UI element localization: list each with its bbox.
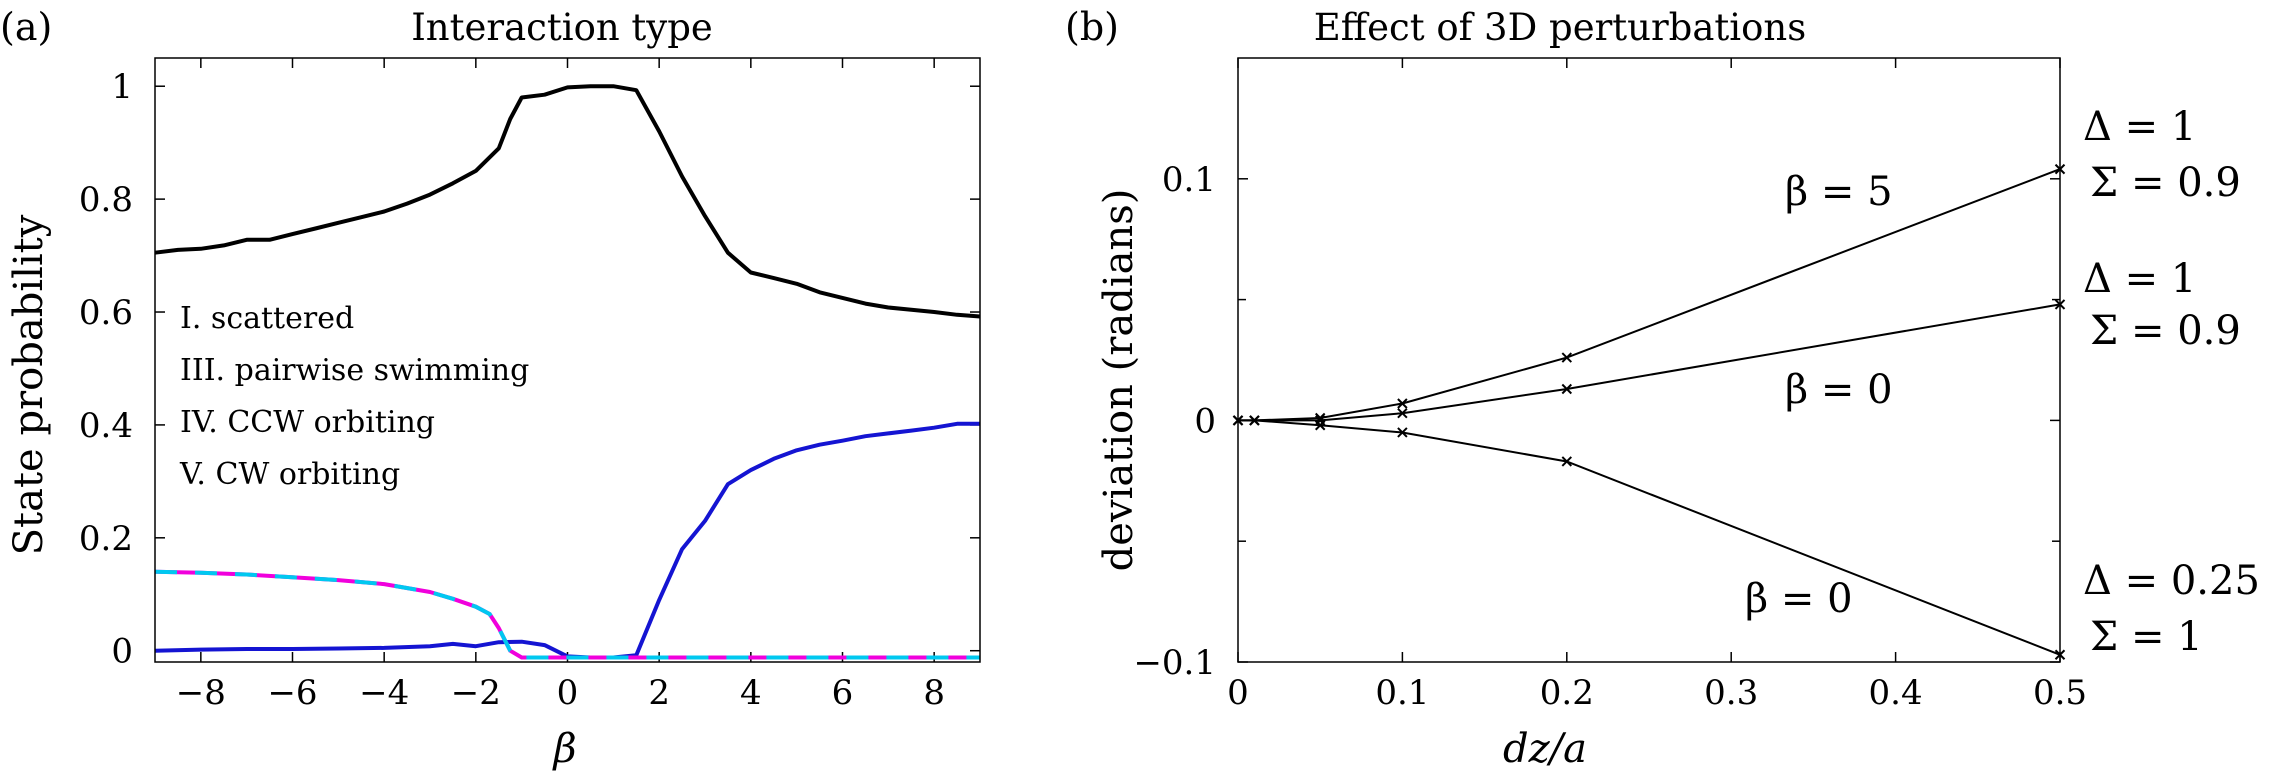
b-xtick-label: 0.4: [1869, 673, 1923, 713]
a-xtick-label: −2: [451, 673, 501, 713]
panel-a-label: (a): [0, 5, 52, 49]
series-annotation-2: β = 0: [1745, 576, 1853, 622]
a-xtick-label: 6: [832, 673, 854, 713]
panel-a: (a) Interaction type State probability β…: [0, 5, 981, 772]
series-cw-orbiting: [154, 569, 980, 660]
panel-a-legend: I. scattered III. pairwise swimming IV. …: [179, 301, 529, 492]
b-xtick-label: 0: [1227, 673, 1249, 713]
series-annotation-0: β = 5: [1785, 169, 1893, 215]
panel-b-annotations: β = 5 Δ = 1 Σ = 0.9 β = 0 Δ = 1 Σ = 0.9 β = 0 Δ…: [1745, 104, 2260, 660]
data-marker: [1397, 427, 1408, 438]
b-ytick-label: 0: [1194, 401, 1216, 441]
panel-a-title: Interaction type: [411, 6, 713, 49]
a-xtick-label: 4: [740, 673, 762, 713]
b-xtick-label: 0.5: [2033, 673, 2087, 713]
legend-item-cw-orbiting: V. CW orbiting: [179, 457, 400, 492]
data-marker: [1249, 415, 1260, 426]
series-annotation-1: β = 0: [1785, 367, 1893, 413]
panel-b-ticks: 0 0.1 0.2 0.3 0.4 0.5 −0.1 0 0.1: [1133, 58, 2087, 713]
data-marker: [1561, 456, 1573, 467]
a-xtick-label: 8: [923, 673, 945, 713]
panel-b-ylabel: deviation (radians): [1096, 189, 1142, 572]
data-marker: [1561, 383, 1573, 395]
b-xtick-label: 0.3: [1704, 673, 1758, 713]
a-ytick-label: 0.2: [79, 519, 133, 559]
panel-a-xlabel: β: [551, 726, 576, 772]
series-line-2: [1238, 419, 2061, 656]
series-pairwise-swimming: [154, 421, 980, 660]
b-ytick-label: −0.1: [1133, 643, 1216, 683]
parameter-label-2-1: Σ = 1: [2090, 614, 2203, 660]
a-xtick-label: −8: [176, 673, 226, 713]
a-xtick-label: −4: [359, 673, 409, 713]
b-ytick-label: 0.1: [1162, 160, 1216, 200]
data-marker: [1397, 398, 1408, 409]
parameter-label-0-0: Δ = 1: [2083, 104, 2196, 150]
legend-item-scattered: I. scattered: [180, 301, 354, 336]
a-ytick-label: 0: [111, 632, 133, 672]
panel-a-ticks: −8 −6 −4 −2 0 2 4 6 8 0 0.2 0.4 0.6 0.8 1: [79, 58, 980, 713]
a-xtick-label: 0: [557, 673, 579, 713]
series-ccw-orbiting: [154, 569, 980, 660]
panel-a-frame: [154, 57, 981, 663]
series-scattered: [154, 84, 981, 319]
b-xtick-label: 0.1: [1375, 673, 1429, 713]
data-marker: [1314, 420, 1326, 431]
panel-a-series: [154, 84, 981, 660]
b-xtick-label: 0.2: [1540, 673, 1594, 713]
data-marker: [1561, 352, 1573, 363]
data-marker: [1397, 407, 1408, 419]
legend-item-pairwise-swimming: III. pairwise swimming: [180, 353, 529, 388]
series-line-1: [1238, 303, 2061, 422]
a-ytick-label: 0.4: [79, 406, 133, 446]
panel-b-title: Effect of 3D perturbations: [1314, 6, 1806, 49]
a-ytick-label: 0.6: [79, 293, 133, 333]
panel-b: (b) Effect of 3D perturbations deviation…: [1065, 5, 2260, 772]
panel-b-xlabel: dz/a: [1503, 726, 1587, 772]
parameter-label-1-0: Δ = 1: [2083, 256, 2196, 302]
panel-b-frame: [1237, 57, 2061, 663]
a-xtick-label: 2: [648, 673, 670, 713]
parameter-label-0-1: Σ = 0.9: [2090, 160, 2241, 206]
series-line-0: [1238, 168, 2061, 422]
legend-item-ccw-orbiting: IV. CCW orbiting: [180, 405, 435, 440]
a-xtick-label: −6: [267, 673, 317, 713]
parameter-label-2-0: Δ = 0.25: [2083, 558, 2260, 604]
panel-b-series: [1232, 163, 2066, 660]
panel-b-label: (b): [1065, 5, 1119, 49]
panel-a-ylabel: State probability: [6, 214, 52, 555]
a-ytick-label: 0.8: [79, 180, 133, 220]
parameter-label-1-1: Σ = 0.9: [2090, 308, 2241, 354]
a-ytick-label: 1: [111, 67, 133, 107]
